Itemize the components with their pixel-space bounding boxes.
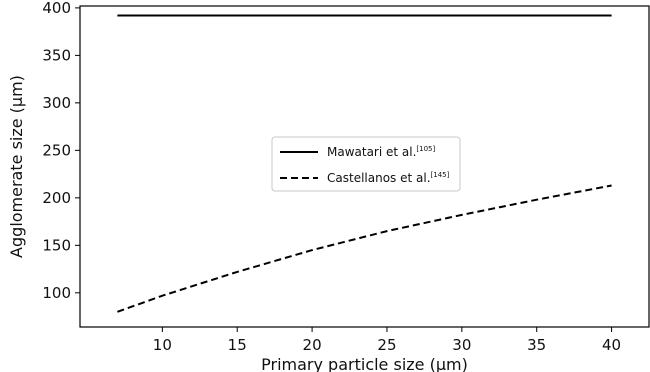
y-tick-label: 300: [42, 94, 71, 112]
y-axis-label: Agglomerate size (μm): [7, 75, 26, 258]
x-tick-label: 15: [228, 336, 247, 354]
y-tick-label: 100: [42, 284, 71, 302]
y-tick-label: 200: [42, 189, 71, 207]
x-axis-label: Primary particle size (μm): [261, 355, 468, 372]
x-tick-label: 35: [527, 336, 546, 354]
plot-axes: [79, 5, 650, 328]
x-tick-label: 20: [303, 336, 322, 354]
y-tick-label: 250: [42, 141, 71, 159]
x-axis-ticks: 10 15 20 25 30 35 40: [153, 327, 621, 354]
legend-box: [271, 136, 461, 192]
y-tick-label: 150: [42, 236, 71, 254]
x-tick-label: 40: [602, 336, 621, 354]
y-axis-ticks: 100 150 200 250 300 350 400: [42, 0, 80, 302]
legend: Mawatari et al.[105]Castellanos et al.[1…: [271, 136, 461, 192]
legend-citation: [145]: [431, 171, 450, 179]
legend-citation: [105]: [416, 145, 435, 153]
legend-label-2: Castellanos et al.[145]: [327, 171, 450, 185]
legend-label-1: Mawatari et al.[105]: [327, 145, 436, 159]
legend-series-name: Mawatari et al.: [327, 145, 416, 159]
x-tick-label: 25: [377, 336, 396, 354]
y-tick-label: 350: [42, 46, 71, 64]
series-line-2: [117, 184, 612, 313]
y-tick-label: 400: [42, 0, 71, 17]
series-lines: [117, 14, 612, 313]
plot-frame: [79, 5, 650, 328]
legend-series-name: Castellanos et al.: [327, 171, 431, 185]
x-tick-label: 30: [452, 336, 471, 354]
x-tick-label: 10: [153, 336, 172, 354]
